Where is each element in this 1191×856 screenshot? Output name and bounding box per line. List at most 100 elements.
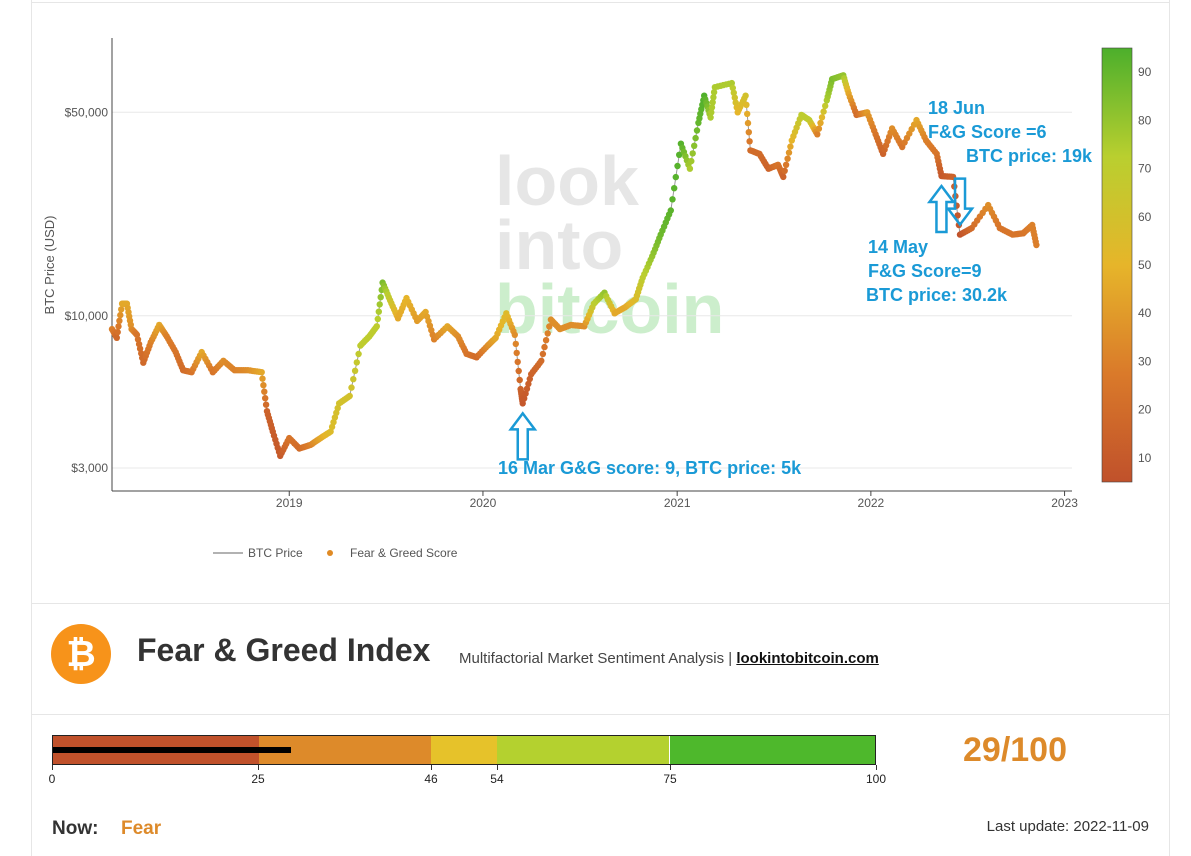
fear-greed-marker: [744, 110, 751, 118]
annotation-label: 14 May: [868, 237, 928, 257]
fear-greed-marker: [822, 102, 829, 110]
fear-greed-marker: [114, 328, 121, 336]
now-sentiment: Fear: [121, 818, 162, 839]
gauge-tick-label: 54: [490, 772, 504, 786]
fear-greed-point: [742, 92, 749, 99]
watermark-text: into: [495, 206, 623, 284]
fear-greed-marker: [355, 350, 362, 358]
top-divider: [31, 2, 1170, 3]
colorbar-tick-label: 60: [1138, 210, 1152, 224]
fear-greed-point: [113, 334, 121, 341]
fear-greed-marker: [261, 388, 268, 395]
fear-greed-marker: [692, 134, 699, 142]
fear-greed-marker: [708, 109, 715, 116]
chart-svg: lookintobitcoin$3,000$10,000$50,00020192…: [42, 38, 1152, 560]
colorbar-tick-label: 50: [1138, 258, 1152, 272]
legend-marker-swatch: [327, 550, 333, 556]
fear-greed-point: [373, 323, 380, 330]
annotation-arrow-up-icon: [508, 411, 538, 461]
fear-greed-marker: [746, 138, 753, 145]
gauge-tick-mark: [496, 765, 498, 770]
gauge-tick-mark: [52, 765, 53, 770]
fear-greed-marker: [526, 375, 533, 383]
y-tick-label: $3,000: [71, 461, 108, 475]
fear-greed-marker: [785, 149, 793, 156]
fear-greed-marker: [745, 129, 752, 136]
fear-greed-point: [780, 173, 787, 181]
annotation-label: BTC price: 19k: [966, 146, 1093, 166]
fear-greed-point: [814, 131, 821, 138]
annotation-label: 18 Jun: [928, 98, 985, 118]
fear-greed-marker: [259, 375, 266, 382]
fear-greed-marker: [672, 173, 679, 181]
divider-chart-header: [31, 603, 1170, 604]
gauge-tick-label: 100: [865, 772, 887, 786]
annotation-label: F&G Score =6: [928, 122, 1047, 142]
colorbar-tick-label: 80: [1138, 113, 1152, 127]
fear-greed-marker: [546, 323, 553, 330]
fear-greed-marker: [542, 337, 550, 344]
x-tick-label: 2022: [858, 496, 885, 510]
colorbar-tick-label: 10: [1138, 451, 1152, 465]
x-tick-label: 2020: [470, 496, 497, 510]
fear-greed-marker: [117, 311, 124, 319]
y-tick-label: $10,000: [65, 309, 109, 323]
watermark-text: look: [495, 142, 639, 220]
gauge-tick-label: 75: [663, 772, 677, 786]
gauge-tick-label: 46: [424, 772, 438, 786]
fear-greed-marker: [377, 294, 384, 301]
y-tick-label: $50,000: [65, 105, 109, 119]
fear-greed-marker: [351, 367, 359, 374]
fear-greed-marker: [669, 196, 676, 203]
gauge-tick-mark: [670, 765, 671, 770]
fear-greed-gauge: [52, 735, 876, 765]
colorbar-tick-label: 70: [1138, 162, 1152, 176]
fear-greed-marker: [818, 114, 826, 121]
colorbar-tick-label: 40: [1138, 306, 1152, 320]
lookintobitcoin-link[interactable]: lookintobitcoin.com: [736, 650, 879, 667]
gauge-value-bar: [53, 747, 292, 753]
annotation-label: BTC price: 30.2k: [866, 285, 1008, 305]
page-subtitle: Multifactorial Market Sentiment Analysis…: [459, 650, 879, 667]
page-title: Fear & Greed Index: [137, 632, 431, 668]
now-label: Now:: [52, 818, 99, 839]
fear-greed-point: [707, 114, 714, 121]
fear-greed-point: [728, 79, 735, 87]
fear-greed-point: [686, 165, 694, 172]
fear-greed-marker: [688, 157, 695, 165]
fear-greed-marker: [115, 323, 122, 330]
fear-greed-marker: [376, 301, 383, 308]
fear-greed-marker: [262, 395, 269, 402]
fear-greed-marker: [350, 376, 357, 383]
fear-greed-marker: [262, 401, 270, 408]
fear-greed-marker: [710, 94, 717, 101]
colorbar: [1101, 47, 1133, 483]
fear-greed-marker: [954, 212, 961, 219]
fear-greed-marker: [513, 349, 520, 357]
fear-greed-marker: [710, 89, 718, 96]
fear-greed-marker: [521, 395, 528, 402]
fear-greed-marker: [817, 119, 824, 127]
fear-greed-point: [667, 207, 674, 214]
subtitle-text: Multifactorial Market Sentiment Analysis…: [459, 650, 737, 667]
fear-greed-point: [511, 331, 518, 338]
fear-greed-point: [1033, 241, 1040, 249]
fear-greed-marker: [512, 340, 519, 348]
fear-greed-marker: [730, 89, 737, 97]
annotation-arrow-up-icon: [926, 183, 956, 234]
gauge-tick-mark: [258, 765, 259, 770]
card-frame: [31, 0, 1170, 856]
gauge-segment: [431, 736, 497, 764]
gauge-tick-label: 25: [251, 772, 265, 786]
annotation-arrow-down-icon: [945, 177, 975, 227]
divider-header-gauge: [31, 714, 1170, 715]
fear-greed-marker: [731, 94, 738, 101]
fear-greed-point: [538, 357, 545, 364]
index-header: ₿ Fear & Greed Index Multifactorial Mark…: [31, 604, 1170, 714]
btc-fear-greed-chart: lookintobitcoin$3,000$10,000$50,00020192…: [42, 38, 1152, 560]
fear-greed-marker: [260, 382, 267, 389]
fear-greed-marker: [118, 306, 125, 313]
fear-greed-marker: [541, 343, 548, 351]
x-tick-label: 2023: [1051, 496, 1078, 510]
gauge-tick-label: 0: [48, 772, 56, 786]
